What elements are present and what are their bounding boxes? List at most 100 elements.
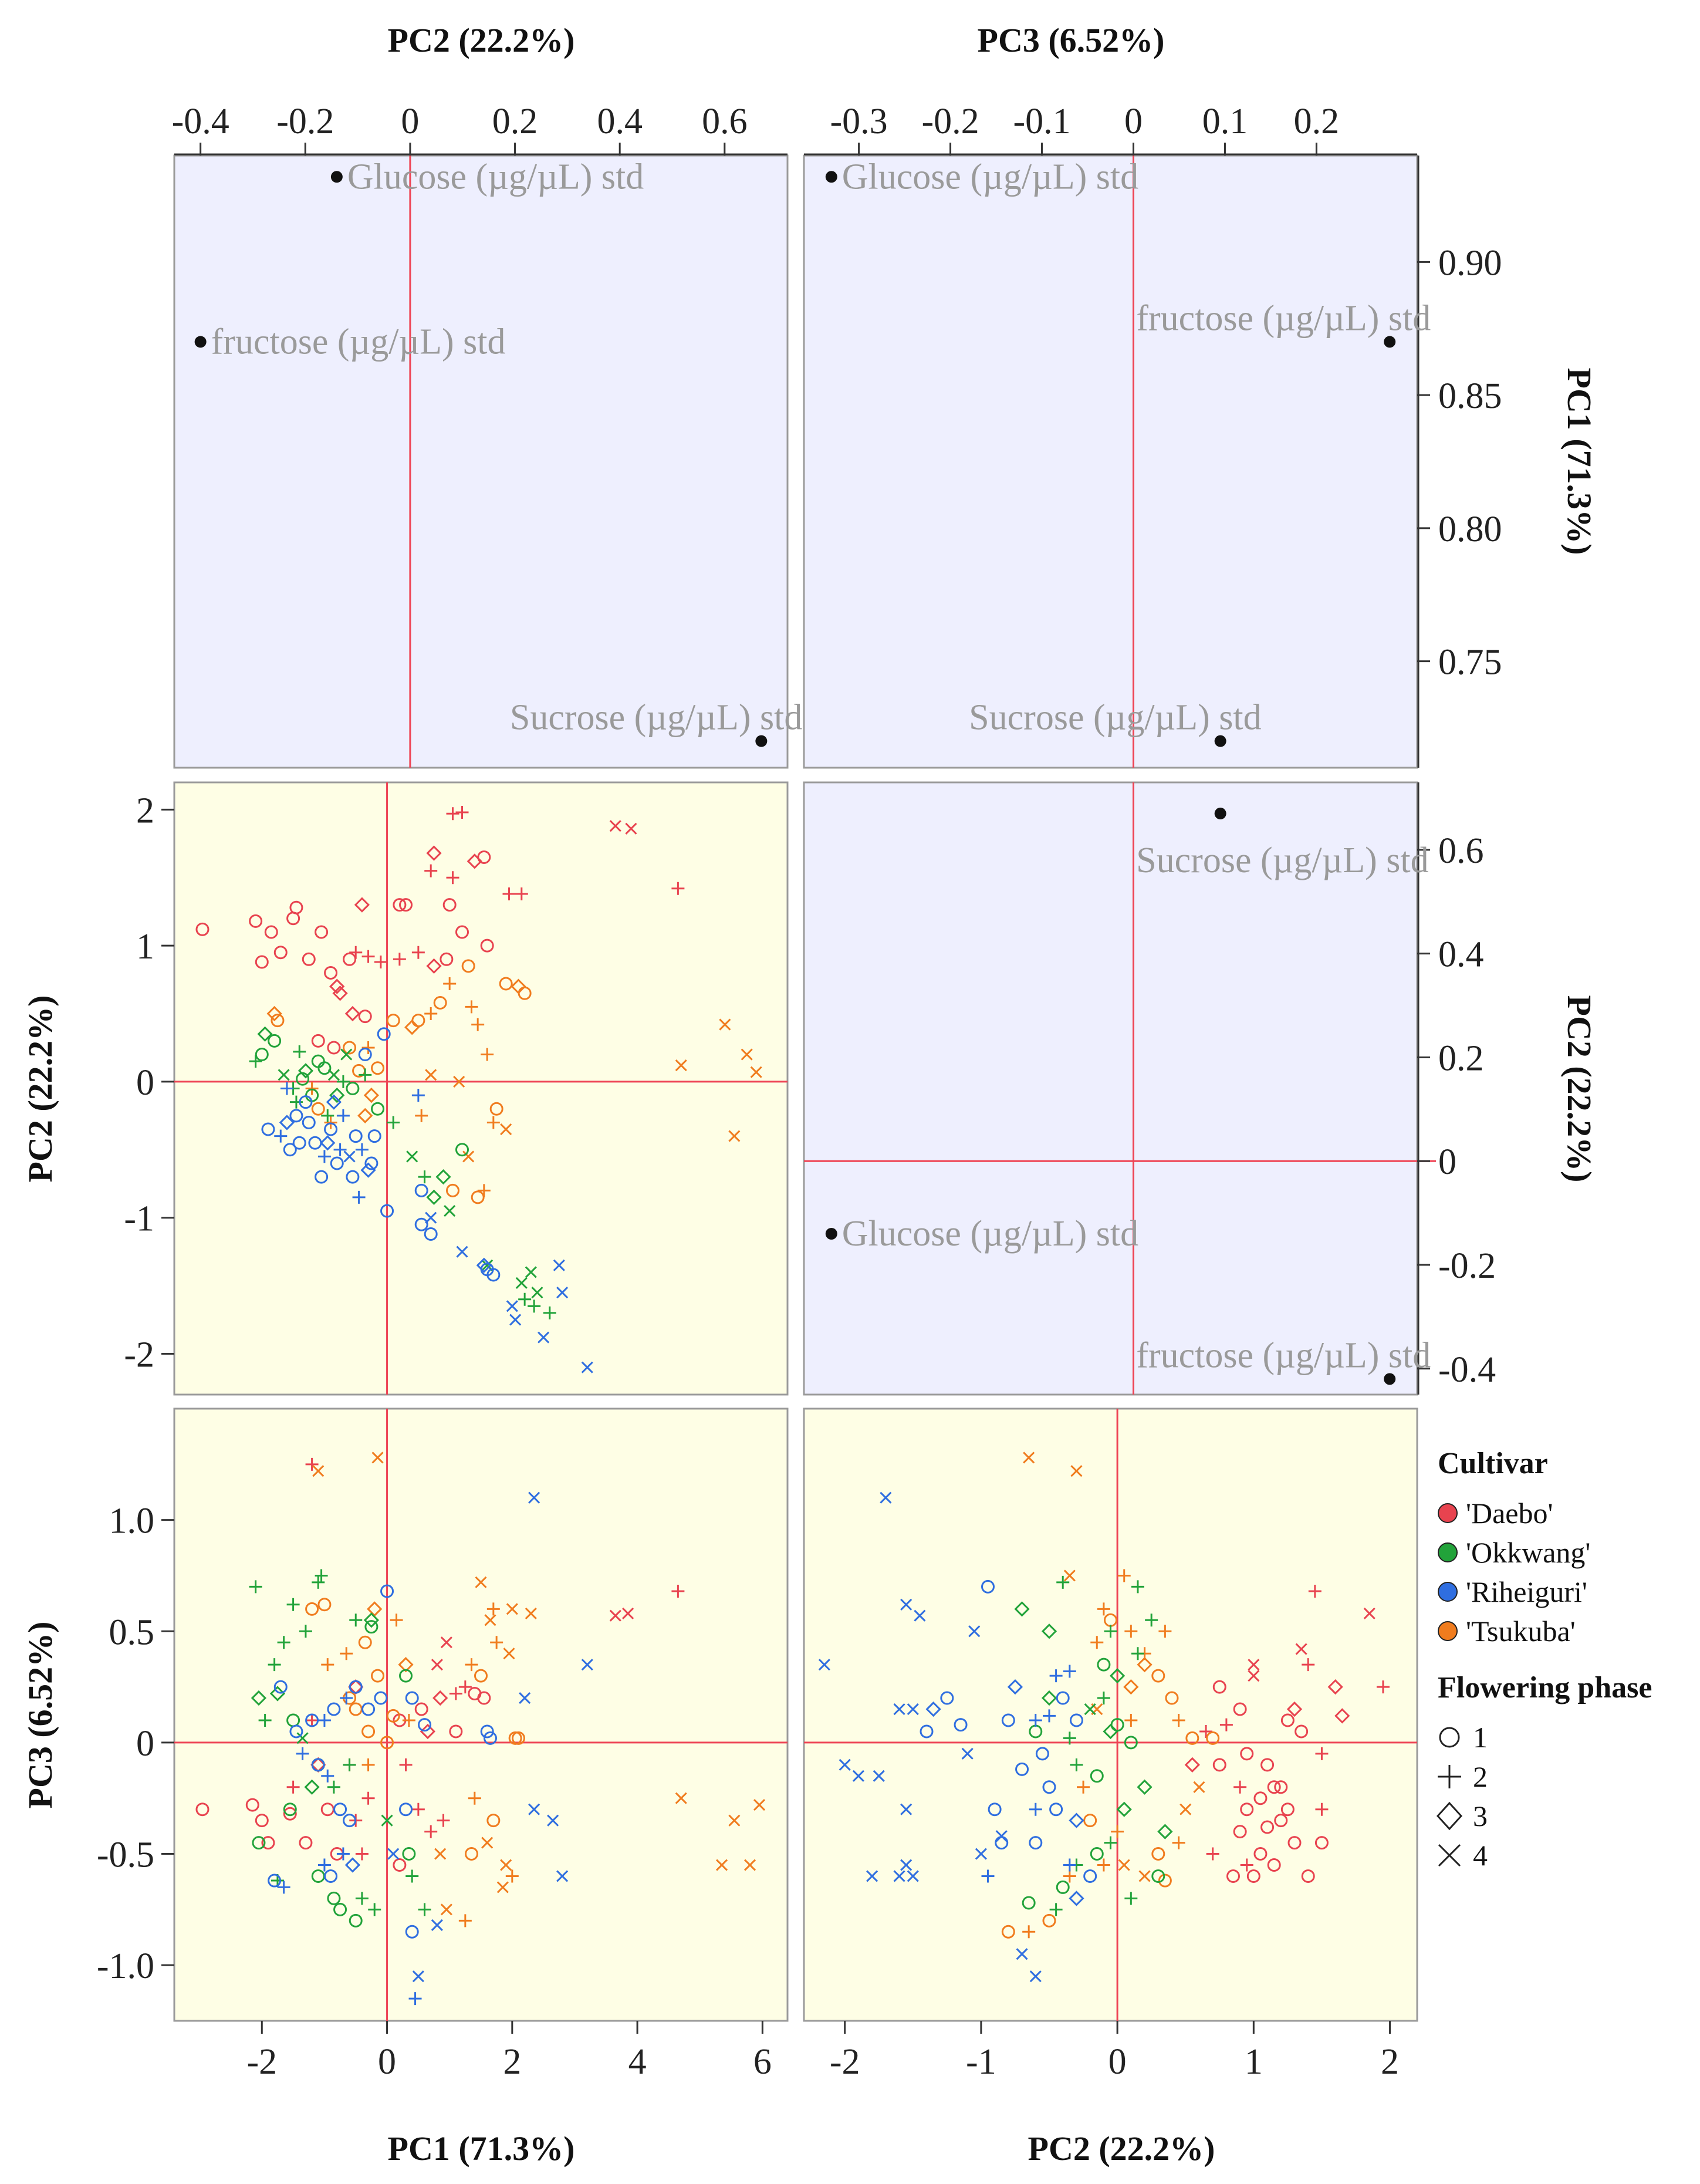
loading-label: Glucose (µg/µL) std [842,1214,1138,1254]
score-point [1253,1791,1268,1805]
score-point [528,1491,540,1504]
y-axis-title: PC1 (71.3%) [1560,368,1598,555]
score-point [528,1299,541,1313]
panel-loading_pc3_pc2: -0.4 -0.2 0 0.2 0.4 0.6 PC2 (22.2%) Sucrose (µg… [803,781,1598,1396]
panel-score_pc1_pc2: -2 -1 0 1 2 PC2 (22.2%) [21,781,789,1396]
score-point [465,1000,478,1014]
score-point [1110,1718,1124,1732]
score-point [581,1361,593,1373]
score-point [361,1791,375,1805]
score-point [305,1713,319,1727]
score-point [486,1268,501,1282]
score-point [358,1010,372,1024]
x-tick-label: 0.2 [492,102,538,141]
score-point [340,1647,353,1660]
score-point [1035,1747,1049,1761]
score-point [393,953,406,966]
score-point [556,1870,569,1882]
score-point [283,1802,297,1817]
loading-label: fructose (µg/µL) std [211,322,506,362]
score-point [349,1613,363,1627]
score-point [340,1048,353,1061]
score-point [360,1162,376,1178]
loading-label: Sucrose (µg/µL) std [510,698,802,738]
score-point [380,1736,394,1750]
score-point [525,1266,537,1278]
score-point [344,1857,361,1873]
score-point [424,864,438,877]
score-point [321,1658,334,1672]
score-point [1376,1680,1390,1694]
score-point [818,1659,830,1671]
score-point [333,1802,347,1817]
score-point [320,1135,336,1151]
score-point [361,1041,375,1054]
score-point [475,1576,487,1588]
score-point [245,1798,259,1812]
score-point [411,946,425,959]
legend-cultivar-riheiguri: 'Riheiguri' [1466,1575,1587,1608]
score-point [940,1691,954,1705]
score-point [1043,1709,1056,1723]
score-point [1042,1913,1056,1928]
score-point [343,1150,356,1163]
loading-point [1214,808,1226,820]
score-point [277,1881,290,1894]
score-point [481,1048,494,1061]
score-point [393,1858,407,1872]
score-point [477,1184,491,1197]
score-point [374,955,387,968]
score-point [380,1204,394,1218]
score-point [920,1724,934,1739]
score-point [1097,1602,1110,1616]
score-point [317,1598,332,1612]
legend-swatch-daebo [1438,1503,1458,1523]
score-point [1056,1691,1070,1705]
score-point [1179,1803,1192,1815]
score-point [377,1027,391,1041]
score-point [968,1625,981,1638]
score-point [336,1075,350,1088]
score-point [426,1189,442,1206]
score-point [1056,1575,1070,1589]
score-point [367,1601,383,1617]
score-point [354,897,370,913]
legend-cultivar-title: Cultivar [1438,1447,1548,1480]
score-point [1029,1713,1042,1727]
score-point [435,1169,451,1185]
plot-area [803,154,1418,769]
score-point [411,1089,425,1102]
score-point [1063,1731,1076,1745]
score-point [1116,1801,1132,1817]
score-point [402,1713,415,1727]
score-point [1274,1780,1288,1794]
score-point [440,1903,452,1916]
score-point [333,1143,347,1156]
y-tick-label: -0.2 [1438,1246,1496,1286]
score-point [538,1331,550,1344]
score-point [393,898,407,912]
score-point [483,1731,497,1745]
score-point [1118,1859,1130,1871]
score-point [1137,1657,1153,1673]
score-point [414,1217,428,1231]
score-point [1286,1701,1303,1717]
x-tick-label: 2 [1381,2042,1399,2082]
score-point [1158,1625,1172,1638]
score-point [1014,1601,1030,1617]
y-axis-title: PC2 (22.2%) [1560,995,1598,1183]
score-point [292,1136,306,1150]
score-point [873,1770,885,1782]
x-tick-label: 0 [1124,102,1143,141]
score-point [476,1257,492,1273]
score-point [1083,1869,1097,1883]
score-point [622,1607,634,1619]
score-point [1124,1892,1138,1905]
score-point [405,1869,419,1883]
score-point [414,1702,428,1716]
score-point [528,1803,540,1815]
score-point [1029,1836,1043,1850]
score-point [386,1014,400,1028]
x-tick-label: -0.2 [921,102,979,141]
score-point [1314,1836,1329,1850]
